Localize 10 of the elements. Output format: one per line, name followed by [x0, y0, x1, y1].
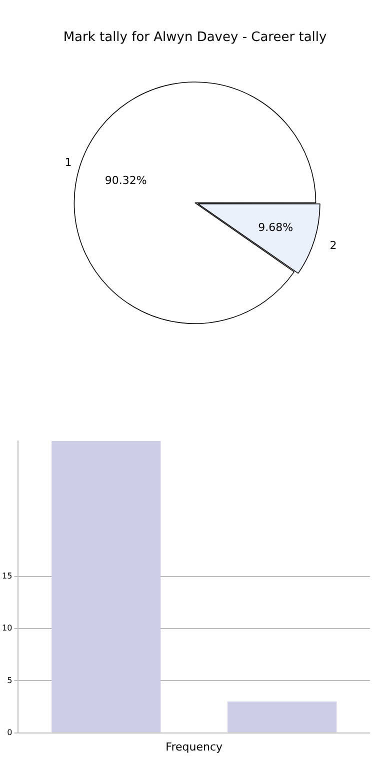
slice-label: 2	[330, 239, 337, 252]
y-tick-label: 15	[2, 572, 12, 581]
y-tick-label: 5	[7, 676, 12, 685]
slice-label: 1	[64, 156, 72, 169]
y-tick-label: 10	[2, 624, 12, 633]
data-label: 90.32%	[104, 174, 147, 187]
chart-title: Mark tally for Alwyn Davey - Career tally	[63, 30, 327, 46]
data-label: 9.68%	[258, 220, 294, 234]
y-tick-label: 0	[7, 728, 12, 737]
x-axis-title: Frequency	[166, 740, 223, 754]
